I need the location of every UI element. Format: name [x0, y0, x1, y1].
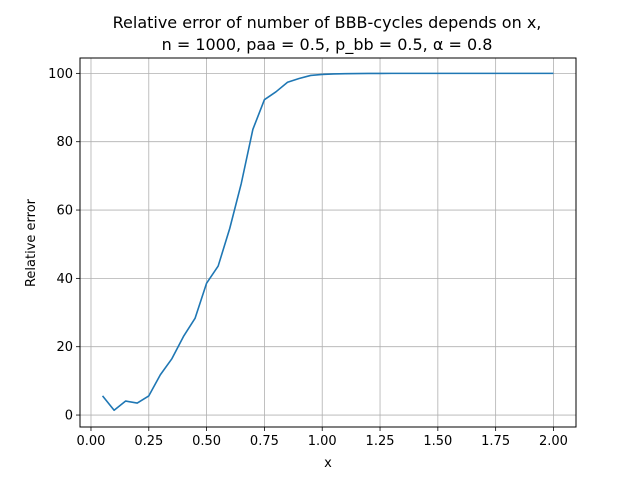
y-grid: [80, 72, 576, 416]
x-ticks: 0.00 0.25 0.50 0.75 1.00 1.25 1.50 1.75 2.00: [77, 427, 568, 449]
x-tick-label: 2.00: [539, 434, 568, 449]
chart-title-line2: n = 1000, paa = 0.5, p_bb = 0.5, α = 0.8: [162, 35, 493, 55]
y-axis-label: Relative error: [24, 198, 39, 287]
plot-frame: [79, 57, 577, 428]
chart-title-line1: Relative error of number of BBB-cycles d…: [113, 13, 542, 32]
y-tick-label: 100: [48, 67, 73, 82]
y-tick-label: 20: [56, 340, 73, 355]
x-tick-label: 1.75: [481, 434, 510, 449]
x-tick-label: 0.00: [77, 434, 106, 449]
x-tick-label: 0.50: [192, 434, 221, 449]
y-tick-label: 0: [65, 409, 73, 424]
y-ticks: 0 20 40 60 80 100: [48, 67, 80, 424]
x-tick-label: 1.50: [423, 434, 452, 449]
x-tick-label: 1.25: [366, 434, 395, 449]
series-line: [101, 72, 554, 412]
x-tick-label: 1.00: [308, 434, 337, 449]
y-tick-label: 80: [56, 135, 73, 150]
x-tick-label: 0.75: [250, 434, 279, 449]
x-grid: [90, 58, 554, 427]
series-line-group: [101, 72, 554, 412]
y-tick-label: 60: [56, 204, 73, 219]
y-tick-label: 40: [56, 272, 73, 287]
x-tick-label: 0.25: [134, 434, 163, 449]
x-axis-label: x: [324, 456, 332, 471]
